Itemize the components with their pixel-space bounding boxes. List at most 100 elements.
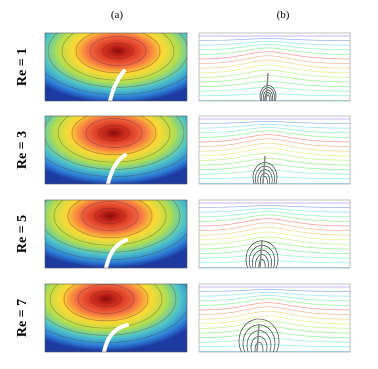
contour-line (94, 207, 126, 225)
row-label: Re = 3 (15, 131, 30, 169)
row-label: Re = 1 (15, 48, 30, 86)
streamline (199, 147, 350, 157)
streamline (199, 38, 350, 41)
streamline (199, 158, 350, 166)
streamline (199, 326, 350, 334)
panel-frame (198, 199, 351, 269)
panel-frame (198, 283, 351, 353)
contour-line (47, 33, 187, 88)
streamline (199, 236, 350, 245)
panel-frame (44, 199, 188, 269)
vortex-line (250, 336, 268, 352)
streamline (199, 289, 350, 292)
streamline (199, 40, 350, 46)
streamline (199, 298, 350, 306)
streamline (199, 163, 350, 170)
streamline (199, 86, 350, 92)
row-label: Re = 7 (15, 299, 30, 337)
contour-line (81, 201, 139, 231)
filament-line (262, 155, 266, 184)
streamline (199, 59, 350, 69)
vortex-line (257, 169, 273, 184)
streamline (199, 214, 350, 222)
contour-line (45, 154, 187, 177)
streamline (199, 130, 350, 138)
vortex-line (261, 87, 275, 101)
filament (108, 69, 126, 101)
streamline (199, 231, 350, 241)
streamline (199, 337, 350, 343)
streamline (199, 64, 350, 74)
row-label: Re = 5 (15, 215, 30, 253)
heat-blob (45, 33, 187, 101)
heat-blob (45, 200, 187, 268)
streamline (199, 47, 350, 55)
heat-blob (45, 284, 187, 351)
contour-panel (45, 284, 187, 352)
column-label: (b) (277, 9, 290, 21)
streamline (199, 331, 350, 338)
filament (106, 153, 127, 184)
contour-line (98, 124, 130, 142)
contour-line (102, 42, 134, 60)
streamline (199, 226, 350, 236)
filament (104, 238, 128, 268)
streamline (199, 211, 350, 218)
streamline (199, 51, 350, 60)
streamline-panel (199, 284, 350, 352)
streamline (199, 310, 350, 320)
contour-line (45, 72, 187, 95)
streamline (199, 218, 350, 227)
contour-line (67, 200, 153, 239)
contour-line (90, 290, 122, 308)
streamline (199, 306, 350, 315)
panel-frame (44, 32, 188, 102)
contour-line (49, 284, 163, 329)
contour-line (85, 118, 143, 148)
streamline (199, 315, 350, 325)
streamline (199, 176, 350, 180)
streamline-panel (199, 200, 350, 268)
streamline-panel (199, 116, 350, 184)
contour-line (57, 116, 171, 163)
vortex-line (258, 259, 266, 268)
panel-frame (44, 115, 188, 185)
filament-line (259, 239, 263, 268)
streamline (199, 247, 350, 254)
streamline (199, 222, 350, 231)
vortex-line (255, 254, 269, 268)
contour-panel (45, 116, 187, 184)
panel-frame (44, 283, 188, 353)
contour-line (53, 200, 167, 246)
vortex-line (259, 172, 271, 184)
contour-panel (45, 33, 187, 101)
vortex-line (254, 341, 264, 352)
panel-frame (198, 115, 351, 185)
contour-line (89, 36, 147, 66)
streamline (199, 291, 350, 297)
filament (102, 323, 129, 352)
heat-blob (45, 116, 187, 184)
vortex-line (238, 318, 280, 352)
streamline (199, 207, 350, 213)
streamline (199, 93, 350, 97)
contour-line (71, 116, 157, 156)
streamline (199, 55, 350, 64)
streamline (199, 138, 350, 147)
streamline (199, 127, 350, 134)
contour-panel (45, 200, 187, 268)
streamline (199, 205, 350, 208)
streamline (199, 69, 350, 78)
streamline (199, 134, 350, 143)
vortex-line (262, 89, 274, 101)
streamline (199, 253, 350, 259)
streamline (199, 142, 350, 152)
panel-frame (198, 32, 351, 102)
contour-line (75, 33, 161, 74)
streamline-panel (199, 33, 350, 101)
contour-line (45, 284, 177, 336)
vortex-line (264, 92, 272, 101)
streamline (199, 123, 350, 129)
vortex-line (259, 85, 277, 101)
